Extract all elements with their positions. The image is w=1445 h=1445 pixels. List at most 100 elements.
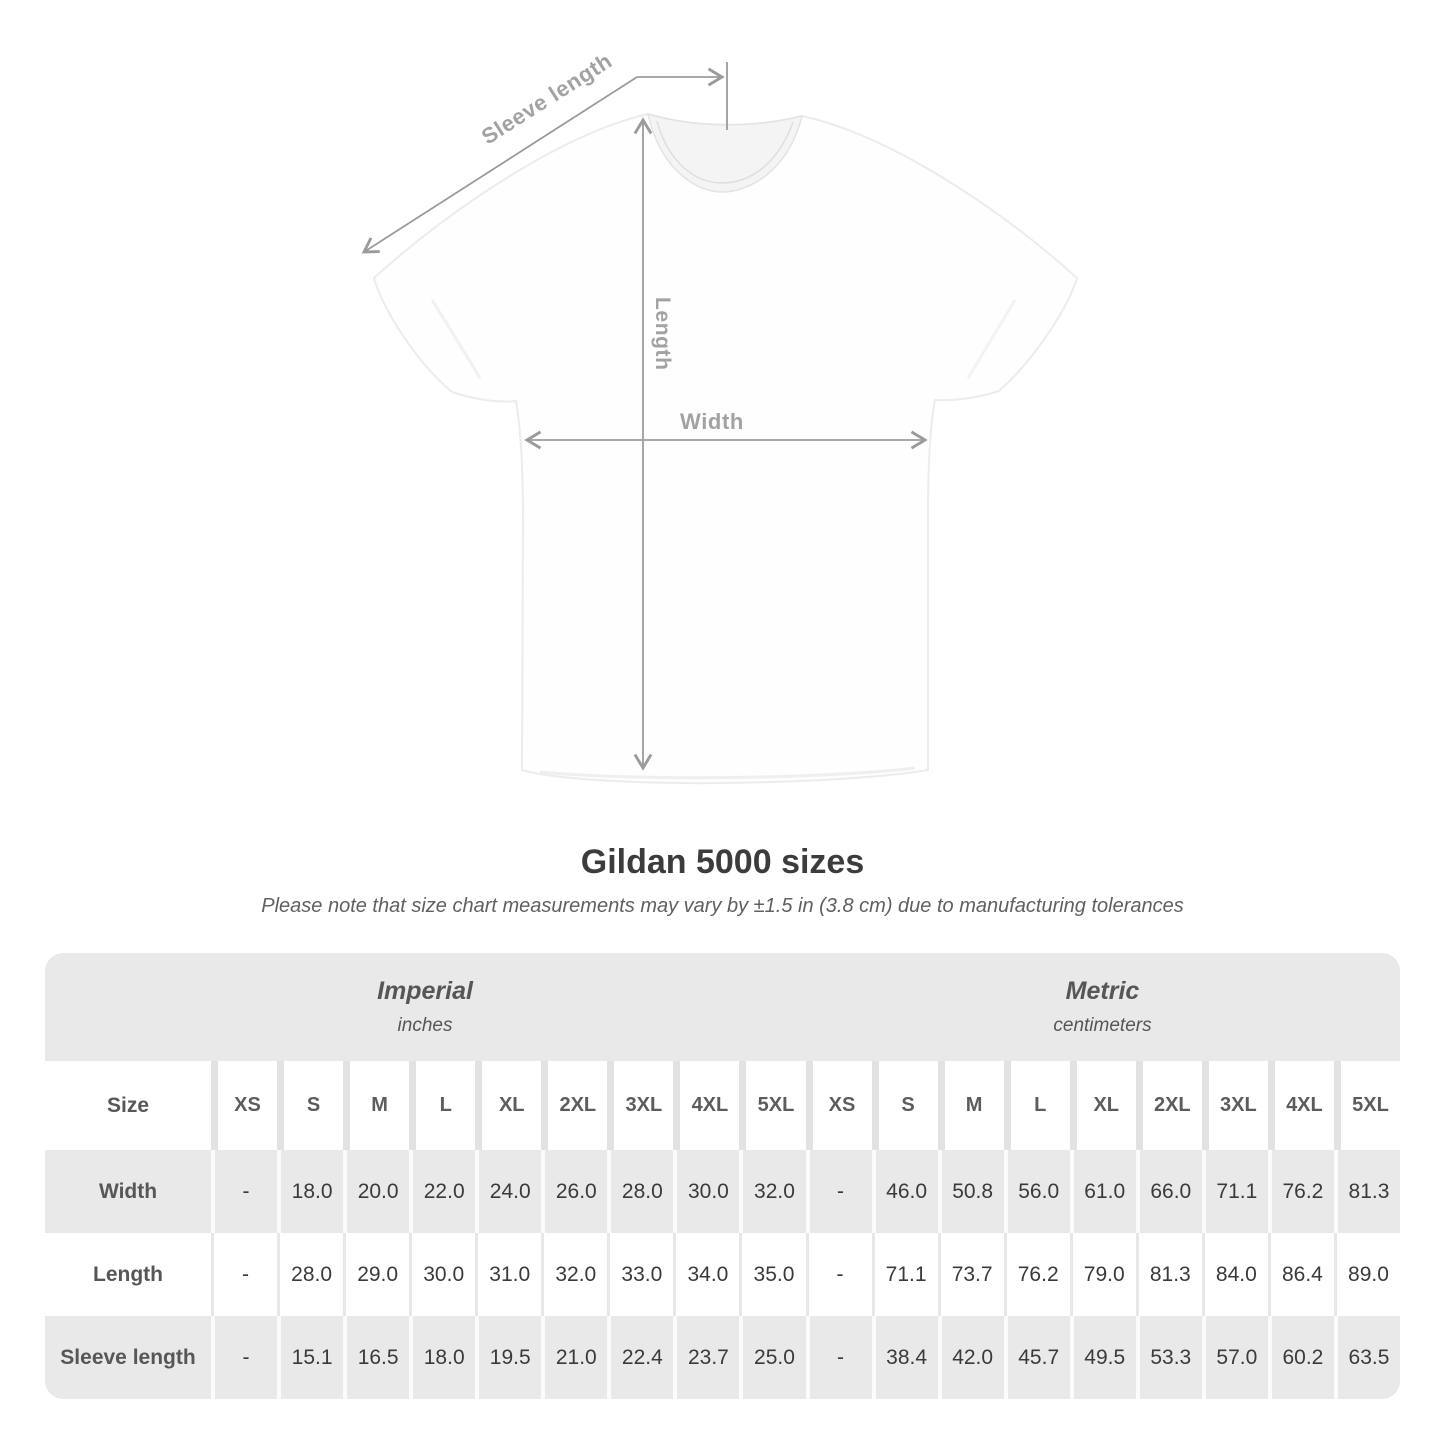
size-table: Imperial inches Metric centimeters Size … (45, 953, 1400, 1399)
unit-header-row: Imperial inches Metric centimeters (45, 953, 1400, 1061)
size-col-metric-4xl: 4XL (1267, 1061, 1334, 1150)
table-cell: 31.0 (475, 1233, 541, 1316)
table-cell: 49.5 (1069, 1316, 1136, 1399)
table-cell: 26.0 (541, 1150, 607, 1233)
table-cell: 24.0 (475, 1150, 541, 1233)
table-cell: 79.0 (1069, 1233, 1136, 1316)
table-cell: 50.8 (937, 1150, 1004, 1233)
table-cell: 42.0 (937, 1316, 1004, 1399)
width-row: Width - 18.0 20.0 22.0 24.0 26.0 28.0 30… (45, 1150, 1400, 1233)
page-title: Gildan 5000 sizes (580, 843, 865, 881)
table-cell: 89.0 (1333, 1233, 1400, 1316)
size-col-imperial-l: L (409, 1061, 475, 1150)
table-cell: 22.0 (409, 1150, 475, 1233)
table-cell: 30.0 (673, 1150, 739, 1233)
table-cell: 38.4 (871, 1316, 938, 1399)
table-cell: 61.0 (1069, 1150, 1136, 1233)
table-cell: 34.0 (673, 1233, 739, 1316)
table-cell: 84.0 (1201, 1233, 1268, 1316)
table-cell: 71.1 (1201, 1150, 1268, 1233)
collar-band (656, 120, 794, 184)
table-cell: 60.2 (1267, 1316, 1334, 1399)
table-cell: 25.0 (739, 1316, 805, 1399)
table-cell: 18.0 (409, 1316, 475, 1399)
sleeve-length-row: Sleeve length - 15.1 16.5 18.0 19.5 21.0… (45, 1316, 1400, 1399)
sleeve-fold (430, 299, 482, 379)
size-header-row: Size XS S M L XL 2XL 3XL 4XL 5XL XS S M … (45, 1061, 1400, 1150)
table-cell: 29.0 (343, 1233, 409, 1316)
table-cell: 22.4 (607, 1316, 673, 1399)
metric-title: Metric (1065, 977, 1140, 1005)
length-label: Length (651, 297, 674, 371)
collar-opening (646, 112, 804, 193)
size-col-imperial-2xl: 2XL (541, 1061, 607, 1150)
table-cell: 28.0 (607, 1150, 673, 1233)
table-cell: 73.7 (937, 1233, 1004, 1316)
table-cell: 86.4 (1267, 1233, 1334, 1316)
table-cell: 28.0 (277, 1233, 343, 1316)
size-col-imperial-4xl: 4XL (673, 1061, 739, 1150)
table-cell: - (211, 1233, 277, 1316)
sleeve-fold-right (966, 299, 1017, 379)
size-col-imperial-m: M (343, 1061, 409, 1150)
size-col-metric-5xl: 5XL (1333, 1061, 1400, 1150)
size-col-metric-m: M (937, 1061, 1004, 1150)
table-cell: 21.0 (541, 1316, 607, 1399)
table-cell: 23.7 (673, 1316, 739, 1399)
table-cell: 32.0 (541, 1233, 607, 1316)
tshirt-measurement-diagram: Sleeve length Length Width (361, 48, 1078, 785)
table-cell: 20.0 (343, 1150, 409, 1233)
sleeve-length-row-label: Sleeve length (60, 1345, 196, 1369)
table-cell: 76.2 (1267, 1150, 1334, 1233)
table-cell: 57.0 (1201, 1316, 1268, 1399)
table-cell: - (805, 1233, 872, 1316)
hem-shadow (539, 766, 916, 780)
width-row-label: Width (98, 1179, 158, 1203)
table-cell: 33.0 (607, 1233, 673, 1316)
size-col-imperial-xs: XS (211, 1061, 277, 1150)
table-cell: 18.0 (277, 1150, 343, 1233)
table-cell: 16.5 (343, 1316, 409, 1399)
table-cell: - (805, 1150, 872, 1233)
length-row: Length - 28.0 29.0 30.0 31.0 32.0 33.0 3… (45, 1233, 1400, 1316)
table-cell: 81.3 (1135, 1233, 1202, 1316)
tolerance-note: Please note that size chart measurements… (261, 895, 1184, 917)
metric-unit: centimeters (1053, 1015, 1152, 1036)
imperial-unit: inches (397, 1015, 453, 1036)
metric-header: Metric centimeters (805, 953, 1400, 1061)
table-cell: - (805, 1316, 872, 1399)
table-cell: 76.2 (1003, 1233, 1070, 1316)
size-col-metric-3xl: 3XL (1201, 1061, 1268, 1150)
length-row-label: Length (93, 1262, 163, 1286)
table-cell: 35.0 (739, 1233, 805, 1316)
table-cell: 56.0 (1003, 1150, 1070, 1233)
tshirt-diagram-svg (361, 62, 1078, 785)
table-cell: 46.0 (871, 1150, 938, 1233)
table-cell: 66.0 (1135, 1150, 1202, 1233)
table-cell: - (211, 1316, 277, 1399)
table-cell: 15.1 (277, 1316, 343, 1399)
table-cell: 30.0 (409, 1233, 475, 1316)
tshirt-outline (373, 113, 1078, 785)
size-col-metric-s: S (871, 1061, 938, 1150)
table-cell: 71.1 (871, 1233, 938, 1316)
table-cell: 53.3 (1135, 1316, 1202, 1399)
table-cell: 63.5 (1333, 1316, 1400, 1399)
width-label: Width (680, 409, 744, 434)
imperial-title: Imperial (377, 977, 473, 1005)
size-col-imperial-xl: XL (475, 1061, 541, 1150)
table-cell: 32.0 (739, 1150, 805, 1233)
table-cell: 19.5 (475, 1316, 541, 1399)
size-column-header: Size (106, 1093, 150, 1117)
size-col-metric-xs: XS (805, 1061, 872, 1150)
table-cell: 45.7 (1003, 1316, 1070, 1399)
size-col-metric-l: L (1003, 1061, 1070, 1150)
sleeve-arrow-diagonal (361, 76, 638, 254)
size-col-imperial-5xl: 5XL (739, 1061, 805, 1150)
size-col-metric-xl: XL (1069, 1061, 1136, 1150)
imperial-header: Imperial inches (45, 953, 805, 1061)
size-col-imperial-s: S (277, 1061, 343, 1150)
size-col-imperial-3xl: 3XL (607, 1061, 673, 1150)
table-cell: - (211, 1150, 277, 1233)
table-cell: 81.3 (1333, 1150, 1400, 1233)
